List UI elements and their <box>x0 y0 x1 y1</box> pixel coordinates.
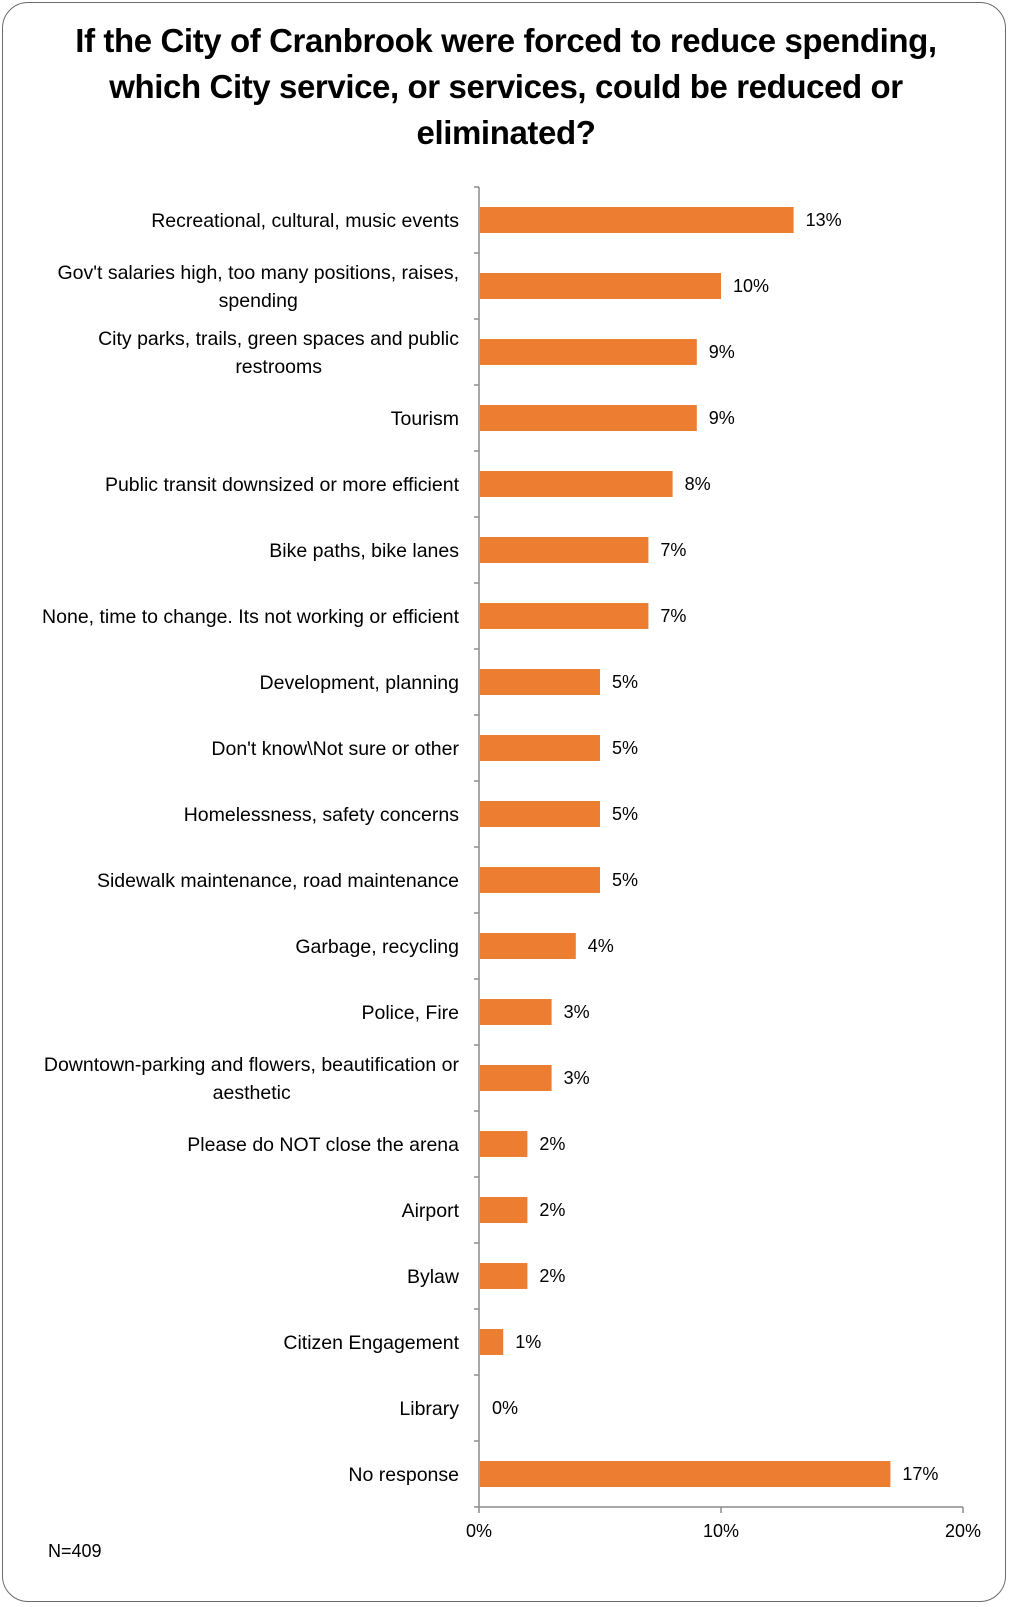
data-label: 2% <box>539 1200 565 1220</box>
bar <box>480 537 649 563</box>
data-label: 1% <box>515 1332 541 1352</box>
bar <box>480 933 576 959</box>
bar <box>480 1131 528 1157</box>
category-label: Gov't salaries high, too many positions,… <box>58 262 460 312</box>
bar <box>480 405 697 431</box>
category-label: City parks, trails, green spaces and pub… <box>98 328 459 378</box>
category-label-line: Airport <box>402 1200 460 1222</box>
category-label: Sidewalk maintenance, road maintenance <box>97 870 459 892</box>
bar <box>480 207 794 233</box>
bar <box>480 1197 528 1223</box>
category-label-line: Police, Fire <box>361 1002 459 1024</box>
data-label: 5% <box>612 804 638 824</box>
category-label-line: Citizen Engagement <box>283 1332 459 1354</box>
x-tick-label: 0% <box>466 1521 492 1541</box>
bar <box>480 867 600 893</box>
category-label-line: Public transit downsized or more efficie… <box>105 474 460 496</box>
data-label: 7% <box>660 540 686 560</box>
x-tick-label: 20% <box>945 1521 981 1541</box>
category-label: Citizen Engagement <box>283 1332 459 1354</box>
data-label: 8% <box>685 474 711 494</box>
category-label-line: Recreational, cultural, music events <box>151 210 459 232</box>
data-label: 5% <box>612 738 638 758</box>
category-label: Library <box>399 1398 459 1420</box>
bar <box>480 669 600 695</box>
category-label-line: Bylaw <box>407 1266 460 1288</box>
category-label: Tourism <box>391 408 459 430</box>
category-label-line: Sidewalk maintenance, road maintenance <box>97 870 459 892</box>
category-label: Bylaw <box>407 1266 460 1288</box>
category-label: Development, planning <box>260 672 459 694</box>
category-label-line: Development, planning <box>260 672 459 694</box>
bar <box>480 999 552 1025</box>
bar <box>480 1329 504 1355</box>
category-label: Bike paths, bike lanes <box>269 540 459 562</box>
category-label-line: spending <box>219 290 298 312</box>
category-label: None, time to change. Its not working or… <box>42 606 460 628</box>
data-label: 3% <box>564 1068 590 1088</box>
category-label: Downtown-parking and flowers, beautifica… <box>44 1054 460 1104</box>
category-label: Please do NOT close the arena <box>187 1134 459 1156</box>
category-label-line: aesthetic <box>213 1082 291 1104</box>
data-label: 7% <box>660 606 686 626</box>
category-label-line: Library <box>399 1398 459 1420</box>
data-label: 2% <box>539 1134 565 1154</box>
x-tick-label: 10% <box>703 1521 739 1541</box>
category-label: Recreational, cultural, music events <box>151 210 459 232</box>
bar <box>480 1065 552 1091</box>
category-label-line: None, time to change. Its not working or… <box>42 606 460 628</box>
data-label: 4% <box>588 936 614 956</box>
data-label: 5% <box>612 870 638 890</box>
data-label: 17% <box>902 1464 938 1484</box>
category-label: Airport <box>402 1200 460 1222</box>
data-label: 9% <box>709 408 735 428</box>
category-label: Don't know\Not sure or other <box>211 738 459 760</box>
data-label: 9% <box>709 342 735 362</box>
data-label: 10% <box>733 276 769 296</box>
bar <box>480 1263 528 1289</box>
category-label-line: restrooms <box>235 356 322 378</box>
category-label-line: City parks, trails, green spaces and pub… <box>98 328 459 350</box>
category-label-line: Don't know\Not sure or other <box>211 738 459 760</box>
data-label: 0% <box>492 1398 518 1418</box>
bar <box>480 735 600 761</box>
category-label-line: Please do NOT close the arena <box>187 1134 459 1156</box>
category-label: Public transit downsized or more efficie… <box>105 474 460 496</box>
bar <box>480 471 673 497</box>
data-label: 3% <box>564 1002 590 1022</box>
category-label-line: Tourism <box>391 408 459 430</box>
category-label-line: Downtown-parking and flowers, beautifica… <box>44 1054 460 1076</box>
chart-title: If the City of Cranbrook were forced to … <box>75 22 937 151</box>
category-label: Garbage, recycling <box>295 936 459 958</box>
data-label: 2% <box>539 1266 565 1286</box>
data-label: 13% <box>806 210 842 230</box>
bar <box>480 273 721 299</box>
category-label-line: No response <box>348 1464 459 1486</box>
category-label-line: Bike paths, bike lanes <box>269 540 459 562</box>
bar <box>480 339 697 365</box>
category-label: Homelessness, safety concerns <box>184 804 460 826</box>
category-label-line: Garbage, recycling <box>295 936 459 958</box>
category-label: No response <box>348 1464 459 1486</box>
category-label-line: Homelessness, safety concerns <box>184 804 460 826</box>
bar <box>480 801 600 827</box>
bar <box>480 603 649 629</box>
category-label: Police, Fire <box>361 1002 459 1024</box>
sample-size-note: N=409 <box>48 1541 102 1561</box>
bar <box>480 1461 891 1487</box>
category-label-line: Gov't salaries high, too many positions,… <box>58 262 460 284</box>
data-label: 5% <box>612 672 638 692</box>
